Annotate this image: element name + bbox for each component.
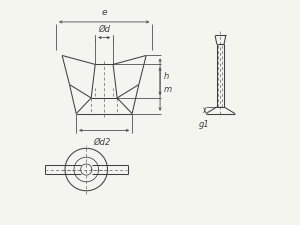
Text: e: e xyxy=(101,9,107,18)
Text: m: m xyxy=(164,85,172,94)
Text: Ød2: Ød2 xyxy=(93,138,111,147)
Text: g1: g1 xyxy=(198,120,209,129)
Text: h: h xyxy=(164,72,169,81)
Text: Ød: Ød xyxy=(98,25,110,34)
